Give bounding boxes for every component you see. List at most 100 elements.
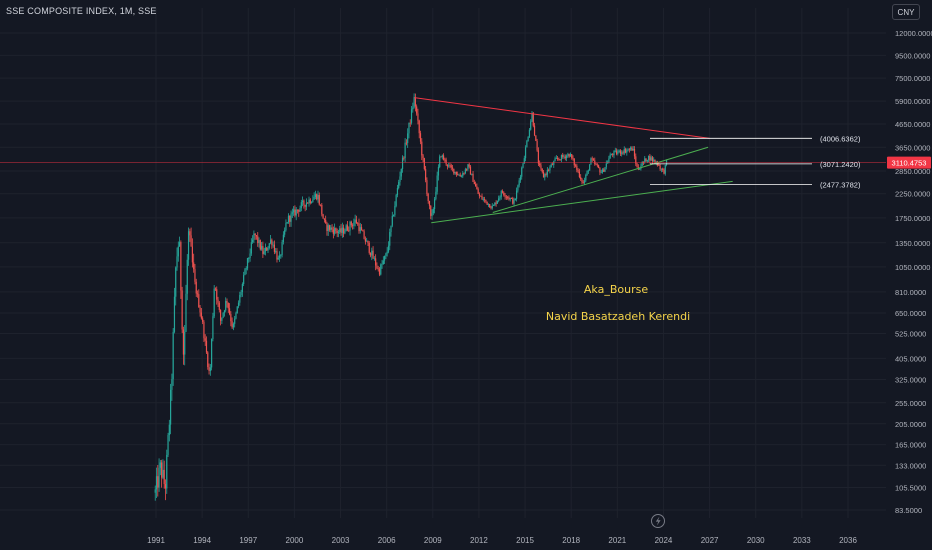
candle-body [464,169,466,174]
candle [613,150,615,159]
candle-body [431,213,433,216]
candle [335,227,337,234]
candle-body [582,181,584,183]
candle-body [654,159,656,163]
candle-body [400,168,402,177]
candle-body [536,140,538,151]
candle-body [408,122,410,134]
candle-body [269,239,272,244]
candle [595,162,597,166]
y-tick-label: 133.0000 [895,461,926,470]
candle [512,196,514,205]
candle-body [177,246,179,257]
candle [563,154,565,159]
candle [358,218,360,234]
candle-body [275,251,277,253]
candle [486,201,488,206]
candle-body [189,231,191,236]
candle [499,195,501,201]
candle [267,246,269,254]
candle [313,192,315,200]
candle-body [509,198,511,200]
candle-body [596,164,598,166]
candle [592,157,595,161]
candles-layer [154,93,668,501]
candle [318,192,320,206]
candle [459,172,461,177]
candle-body [249,253,251,259]
candle-body [551,164,554,166]
candle [363,229,365,240]
candle [664,164,666,176]
currency-button[interactable]: CNY [892,4,920,20]
candle [407,128,409,148]
candle [398,179,400,190]
x-tick-label: 2012 [470,536,488,545]
candle [596,163,598,168]
candle [599,167,601,176]
trendline-lower-short [492,146,709,214]
candle [380,263,382,276]
candle-body [154,489,156,493]
candle-body [236,306,238,314]
lightning-icon[interactable] [651,514,665,528]
candle [545,172,547,177]
candle [542,169,545,178]
candle [384,255,386,264]
candle-body [273,244,276,252]
candle [583,177,586,185]
candle [578,168,581,179]
x-tick-label: 2000 [286,536,304,545]
candle [466,168,468,172]
candle-body [380,264,382,275]
candle [621,150,623,157]
candle-body [230,314,232,322]
candle-body [381,264,383,265]
last-price-badge [887,156,931,169]
candle-body [489,203,491,208]
y-tick-label: 105.5000 [895,484,926,493]
candle-body [350,221,352,226]
candle-body [475,184,477,187]
y-tick-label: 3650.0000 [895,143,930,152]
candle [212,312,214,342]
candle-body [521,167,523,177]
candle [289,215,291,227]
candle-body [427,193,429,202]
candle-body [357,223,359,225]
candle [445,157,447,166]
candle-body [244,269,246,276]
candle-body [354,219,356,223]
candle [207,351,209,370]
candle [405,139,408,146]
candle-body [477,189,479,194]
candle-body [592,159,595,161]
candle-body [308,199,310,204]
candle [218,301,220,313]
candle [414,93,416,112]
candle-body [539,163,541,166]
candle-body [508,197,510,200]
candle-body [168,424,170,436]
candle-body [577,169,579,172]
candle [612,153,614,158]
candle [423,157,425,171]
candle-body [398,181,400,189]
candle [162,459,164,480]
candle-body [617,152,619,154]
candle [286,221,288,224]
candle [442,153,445,161]
candle [164,479,167,501]
candle [514,198,516,201]
candle-body [163,469,165,485]
candle [260,241,263,251]
candle-body [557,158,559,159]
candle [623,146,625,156]
candle-body [161,462,163,478]
candle [630,146,632,151]
candle [533,122,536,137]
candle-body [327,225,329,231]
candle-body [173,296,176,332]
candle-body [425,169,427,181]
